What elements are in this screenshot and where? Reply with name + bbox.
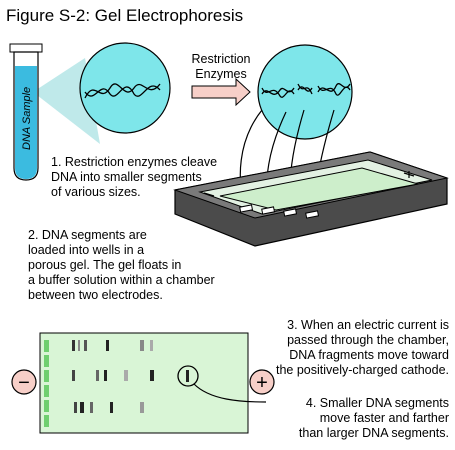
step-2-line: porous gel. The gel floats in	[28, 258, 182, 272]
dna-fragments	[261, 83, 351, 98]
dna-bands	[72, 340, 189, 413]
arrow-label-line1: Restriction	[191, 52, 251, 66]
step-1-line: DNA into smaller segments	[51, 170, 202, 184]
step-4-line: than larger DNA segments.	[298, 426, 449, 440]
dna-strand-whole	[84, 83, 161, 99]
step-2-line: loaded into wells in a	[28, 243, 145, 257]
step-2-text: 2. DNA segments are loaded into wells in…	[28, 228, 215, 303]
gel-chamber	[173, 151, 449, 247]
step-3-text: 3. When an electric current is passed th…	[276, 318, 449, 378]
callout-line	[193, 383, 267, 403]
band-highlight-circle	[177, 365, 199, 387]
step-2-line: 2. DNA segments are	[28, 228, 147, 242]
step-4-text: 4. Smaller DNA segments move faster and …	[299, 396, 449, 441]
step-4-line: 4. Smaller DNA segments	[305, 396, 449, 410]
dna-circle-cut	[257, 44, 353, 140]
anode-electrode	[249, 369, 275, 395]
arrow-label: Restriction Enzymes	[186, 52, 256, 82]
step-1-line: 1. Restriction enzymes cleave	[51, 155, 218, 169]
process-arrow	[191, 77, 251, 107]
anode-sign: +	[256, 372, 268, 394]
step-2-line: a buffer solution within a chamber	[28, 273, 215, 287]
cathode-electrode	[11, 369, 37, 395]
step-3-line: passed through the chamber,	[287, 333, 449, 347]
figure-title: Figure S-2: Gel Electrophoresis	[6, 6, 244, 25]
step-2-line: between two electrodes.	[28, 288, 163, 302]
cathode-sign: −	[18, 372, 30, 394]
arrow-label-line2: Enzymes	[195, 67, 247, 81]
tube-label: DNA Sample	[21, 87, 33, 150]
step-1-text: 1. Restriction enzymes cleave DNA into s…	[51, 155, 217, 200]
step-1-line: of various sizes.	[51, 185, 141, 199]
step-3-line: DNA fragments move toward	[289, 348, 449, 362]
step-4-line: move faster and farther	[319, 411, 449, 425]
gel-wells	[239, 204, 320, 219]
dna-sample-tube	[9, 43, 43, 181]
step-3-line: the positively-charged cathode.	[275, 363, 449, 377]
step-3-line: 3. When an electric current is	[287, 318, 449, 332]
